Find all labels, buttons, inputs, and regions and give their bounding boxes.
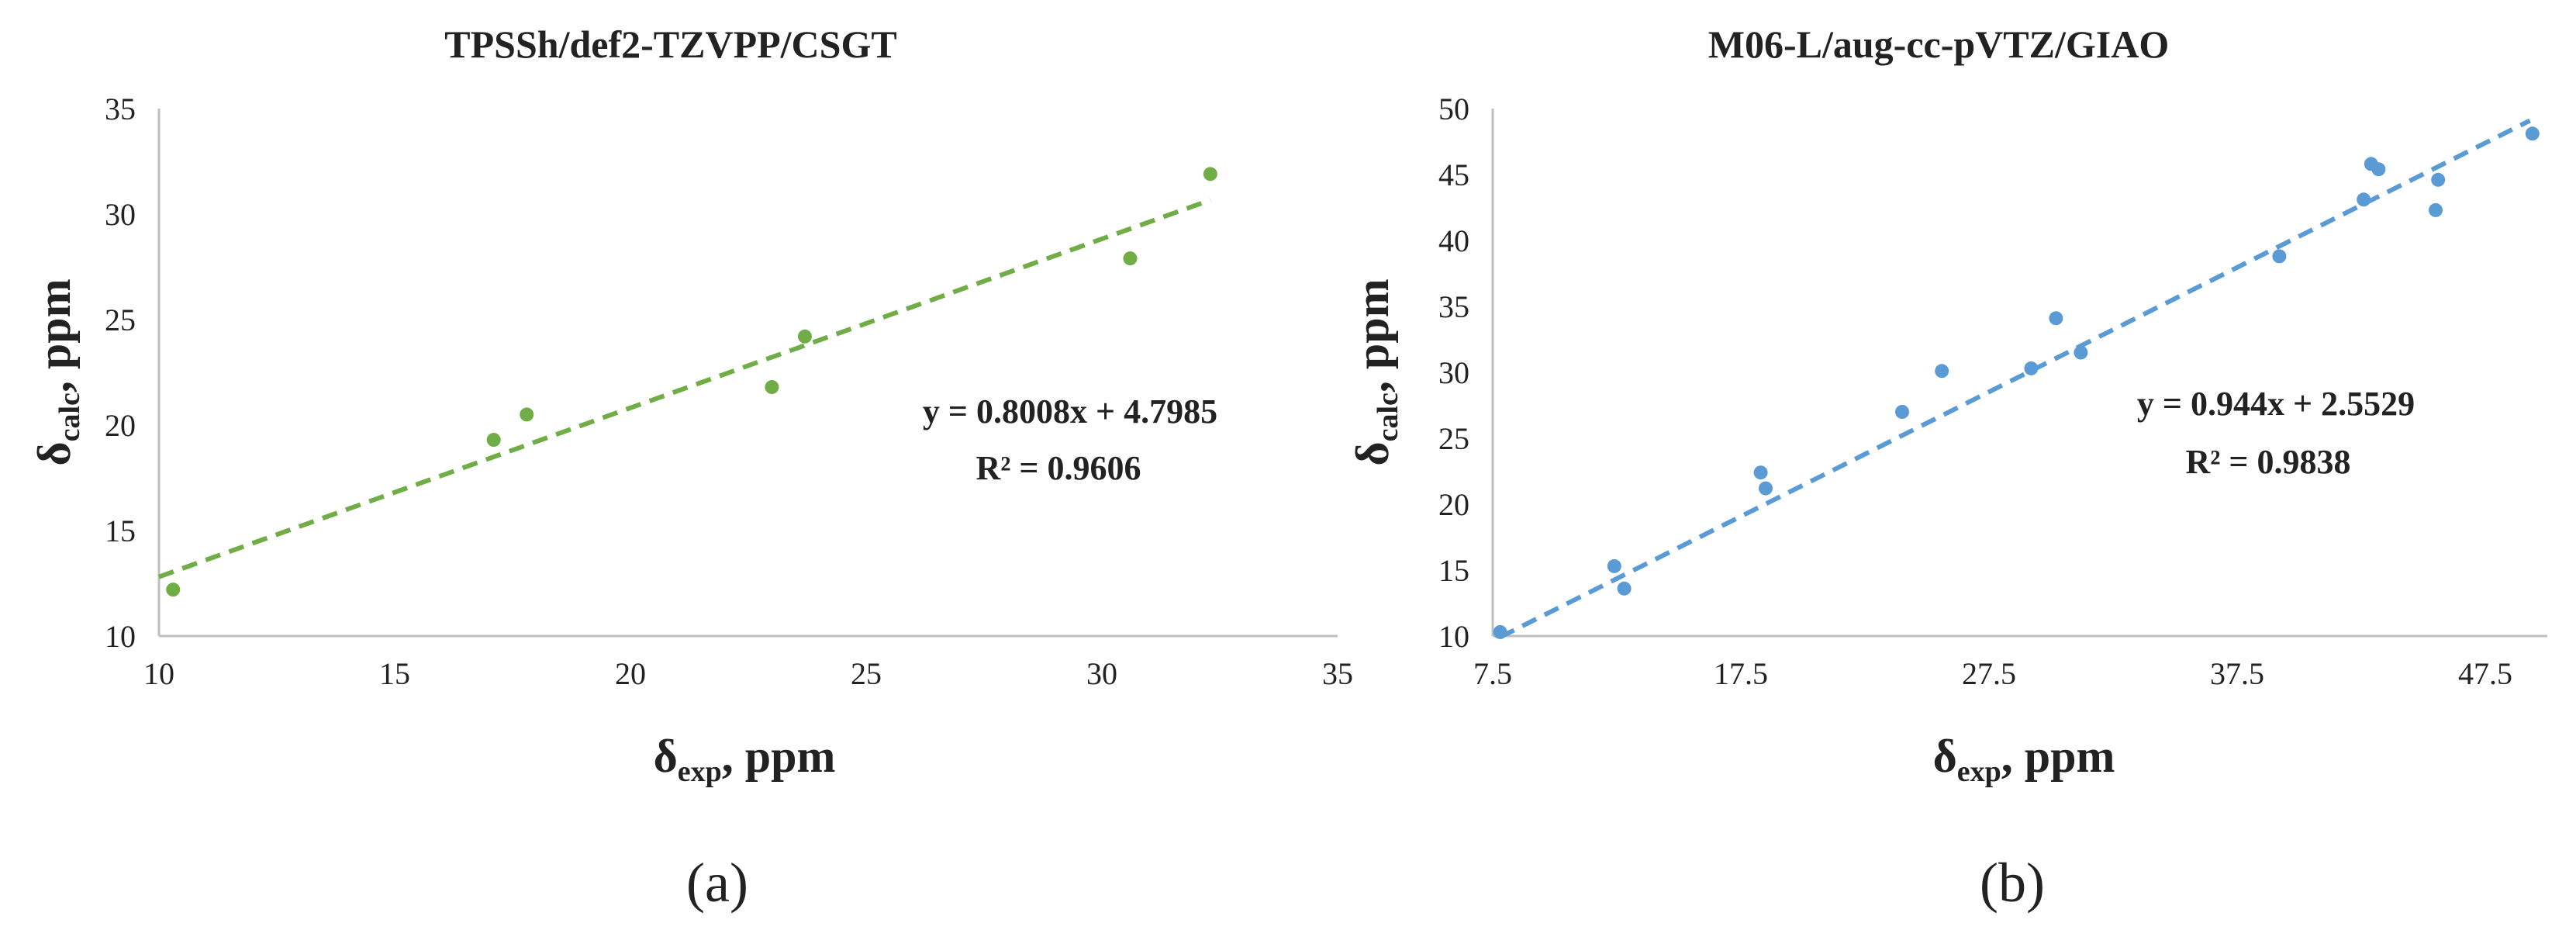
chart-b-x-tick-label: 47.5 (2458, 656, 2512, 691)
chart-a-data-point (486, 433, 501, 448)
chart-b-x-label: δexp, ppm (1933, 731, 2115, 788)
chart-a-data-point (765, 380, 779, 395)
chart-b-y-label-main: δ (1347, 441, 1398, 465)
chart-b-y-tick-label: 20 (1438, 487, 1469, 522)
chart-a-y-label-main: δ (29, 441, 80, 465)
chart-a-x-ticks: 10 15 20 25 30 35 (143, 656, 1353, 691)
chart-a-x-label-main: δ (654, 731, 678, 782)
chart-a-x-label: δexp, ppm (654, 731, 836, 788)
chart-b-y-tick-label: 40 (1438, 223, 1469, 258)
chart-a-x-tick-label: 10 (143, 656, 174, 691)
chart-a-y-tick-label: 30 (105, 197, 136, 232)
chart-b-data-point (1607, 558, 1621, 573)
chart-a-x-label-sub: exp (678, 755, 722, 788)
chart-a-title: TPSSh/def2-TZVPP/CSGT (444, 22, 896, 66)
chart-a-y-tick-label: 35 (105, 92, 136, 126)
chart-b-x-ticks: 7.5 17.5 27.5 37.5 47.5 (1473, 656, 2512, 691)
chart-b-data-point (1617, 581, 1632, 596)
chart-b-y-tick-label: 50 (1438, 92, 1469, 126)
chart-a-y-label-suffix: , ppm (29, 278, 80, 392)
chart-b-y-tick-label: 35 (1438, 289, 1469, 324)
chart-b-data-point (2074, 345, 2088, 360)
chart-b-data-point (1935, 364, 1949, 379)
chart-b-points (1493, 126, 2540, 639)
chart-b-data-point (2272, 249, 2287, 264)
chart-a-data-point (520, 407, 534, 422)
chart-b-y-tick-label: 30 (1438, 355, 1469, 390)
chart-b-data-point (1753, 465, 1768, 480)
chart-b-data-point (2429, 202, 2443, 217)
chart-a-y-label: δcalc, ppm (29, 278, 86, 465)
chart-b-caption: (b) (1980, 852, 2045, 914)
chart-b-equation: y = 0.944x + 2.5529 (2137, 385, 2415, 423)
chart-a-data-point (797, 329, 812, 344)
chart-b-y-label: δcalc, ppm (1347, 278, 1404, 465)
chart-b-title: M06-L/aug-cc-pVTZ/GIAO (1708, 22, 2169, 66)
chart-a-x-tick-label: 20 (615, 656, 646, 691)
chart-b-x-tick-label: 27.5 (1962, 656, 2016, 691)
chart-b-x-label-main: δ (1933, 731, 1957, 782)
chart-a-y-ticks: 10 15 20 25 30 35 (105, 92, 136, 654)
chart-b-y-tick-label: 45 (1438, 157, 1469, 192)
chart-b-data-point (2024, 361, 2039, 375)
chart-b-data-point (1493, 624, 1507, 639)
chart-a-equation: y = 0.8008x + 4.7985 (923, 392, 1217, 430)
chart-a-data-point (166, 583, 181, 597)
chart-b-data-point (2371, 162, 2386, 177)
chart-b-y-label-sub: calc (1372, 392, 1404, 441)
chart-a-x-label-suffix: , ppm (722, 731, 836, 782)
chart-a-x-tick-label: 30 (1086, 656, 1117, 691)
chart-a-caption: (a) (686, 852, 748, 914)
chart-b-data-point (1895, 405, 1909, 419)
chart-a-trendline (157, 198, 1211, 579)
chart-b-x-tick-label: 17.5 (1714, 656, 1768, 691)
chart-b-data-point (2431, 172, 2446, 187)
chart-b-x-tick-label: 37.5 (2210, 656, 2264, 691)
chart-b-y-tick-label: 15 (1438, 553, 1469, 588)
chart-b: M06-L/aug-cc-pVTZ/GIAO 10 15 20 25 30 35 40 45 5… (1347, 22, 2547, 914)
chart-a: TPSSh/def2-TZVPP/CSGT 10 15 20 25 30 35 10 15 2… (29, 22, 1353, 914)
chart-b-x-label-suffix: , ppm (2001, 731, 2115, 782)
chart-b-data-point (2525, 126, 2540, 141)
chart-b-y-label-suffix: , ppm (1347, 278, 1398, 392)
chart-a-data-point (1203, 167, 1217, 182)
chart-b-trendline (1499, 118, 2531, 640)
chart-b-y-tick-label: 25 (1438, 421, 1469, 456)
chart-b-y-ticks: 10 15 20 25 30 35 40 45 50 (1438, 92, 1469, 654)
chart-b-y-tick-label: 10 (1438, 619, 1469, 654)
chart-b-data-point (2049, 311, 2063, 326)
chart-a-y-tick-label: 25 (105, 303, 136, 337)
chart-b-x-tick-label: 7.5 (1473, 656, 1512, 691)
chart-b-data-point (1759, 481, 1773, 496)
chart-b-x-label-sub: exp (1957, 755, 2001, 788)
chart-a-x-tick-label: 35 (1322, 656, 1353, 691)
chart-b-data-point (2357, 192, 2371, 207)
chart-a-y-label-sub: calc (54, 392, 86, 441)
chart-a-data-point (1123, 251, 1138, 266)
chart-a-y-tick-label: 10 (105, 619, 136, 654)
chart-a-r2: R² = 0.9606 (975, 449, 1141, 487)
chart-a-y-tick-label: 20 (105, 408, 136, 443)
chart-a-x-tick-label: 15 (379, 656, 410, 691)
chart-a-x-tick-label: 25 (851, 656, 882, 691)
chart-b-r2: R² = 0.9838 (2185, 443, 2350, 481)
chart-a-y-tick-label: 15 (105, 513, 136, 548)
chart-a-points (166, 167, 1217, 597)
